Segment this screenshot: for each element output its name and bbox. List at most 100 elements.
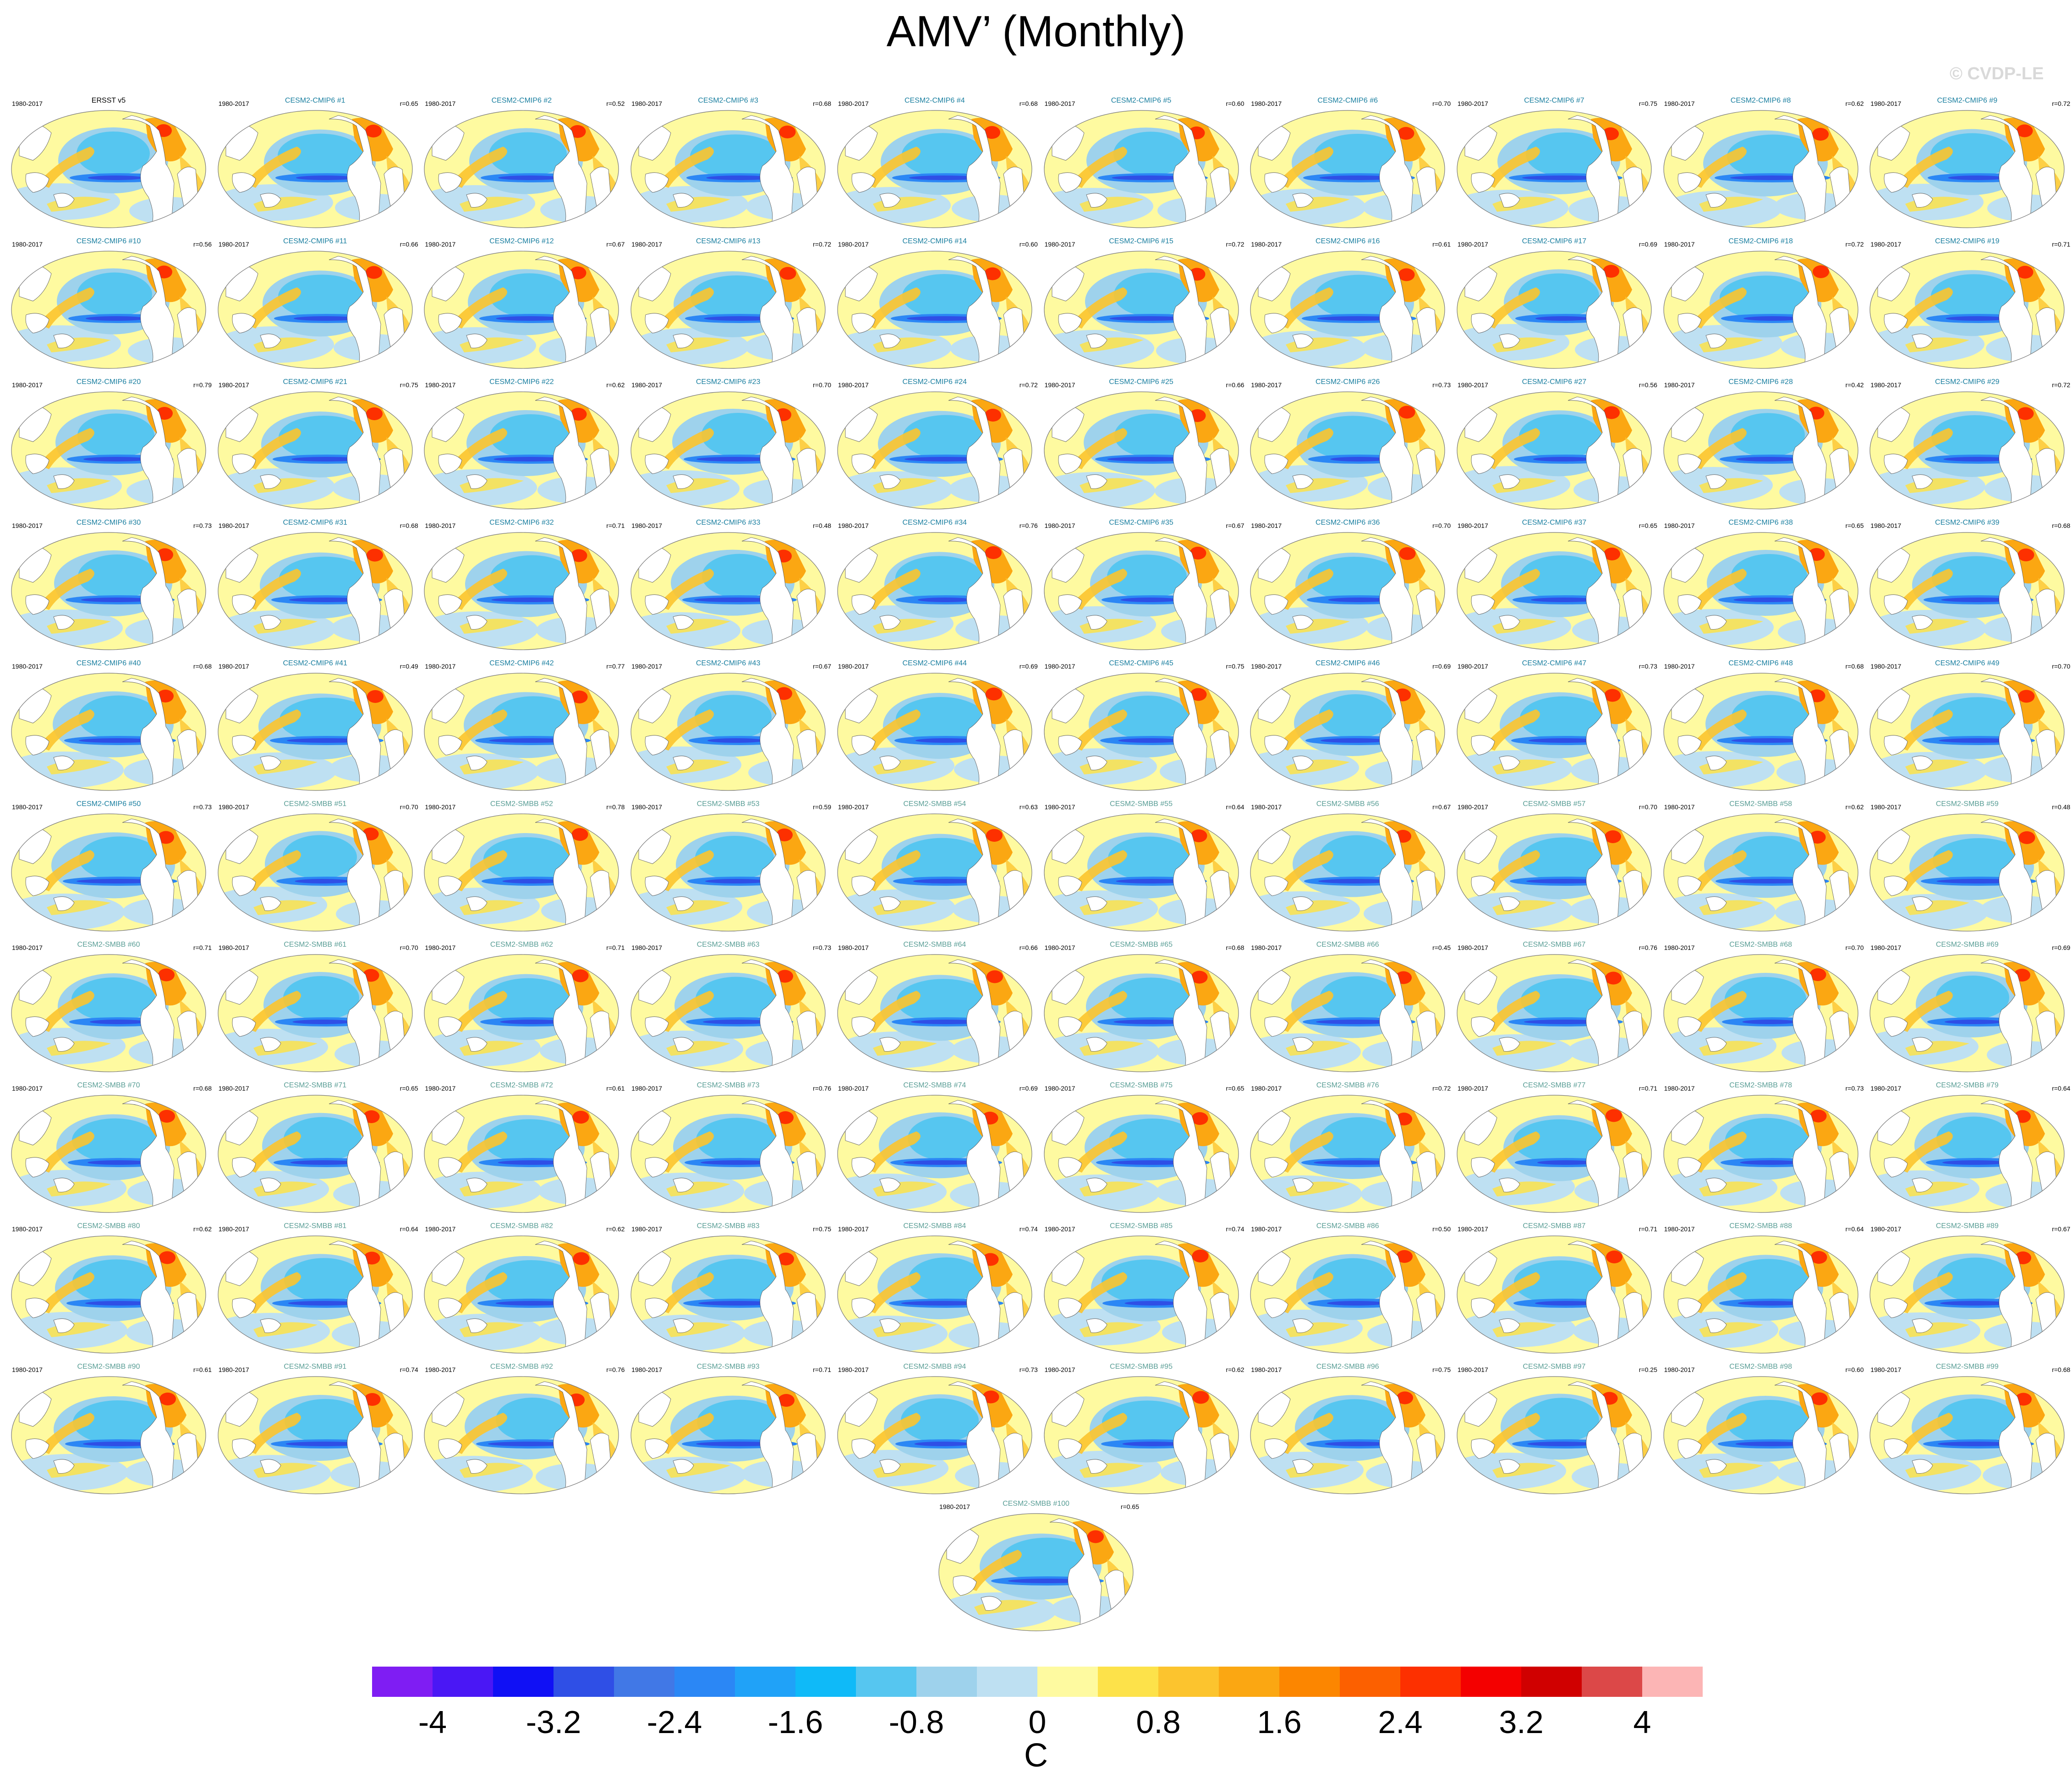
map-panel: 1980-2017 CESM2-SMBB #76 r=0.72 — [1244, 1080, 1451, 1220]
colorbar-tick-label: -3.2 — [526, 1704, 581, 1740]
map-panel: 1980-2017 CESM2-CMIP6 #14 r=0.60 — [832, 236, 1038, 376]
map-panel: 1980-2017 CESM2-SMBB #84 r=0.74 — [832, 1221, 1038, 1361]
panel-period: 1980-2017 — [1664, 1366, 1695, 1373]
map-panel: 1980-2017 CESM2-CMIP6 #12 r=0.67 — [418, 236, 625, 376]
panel-period: 1980-2017 — [1044, 100, 1075, 107]
panel-title: CESM2-CMIP6 #19 — [1935, 237, 2000, 245]
panel-period: 1980-2017 — [12, 803, 43, 811]
panel-correlation: r=0.67 — [813, 663, 832, 670]
panel-correlation: r=0.65 — [1226, 1085, 1244, 1092]
sst-map — [1043, 1235, 1239, 1354]
panel-correlation: r=0.70 — [1432, 522, 1451, 529]
sst-map — [424, 1235, 619, 1354]
sst-map — [1043, 251, 1239, 369]
colorbar-swatch — [433, 1667, 493, 1697]
map-panel: 1980-2017 CESM2-CMIP6 #4 r=0.68 — [832, 95, 1038, 235]
map-panel: 1980-2017 CESM2-CMIP6 #11 r=0.66 — [212, 236, 418, 376]
panel-title: CESM2-SMBB #100 — [1003, 1500, 1069, 1508]
panel-title: CESM2-CMIP6 #33 — [696, 519, 761, 527]
panel-period: 1980-2017 — [1044, 1366, 1075, 1373]
panel-period: 1980-2017 — [12, 1225, 43, 1233]
panel-period: 1980-2017 — [1457, 1366, 1488, 1373]
panel-title: CESM2-CMIP6 #9 — [1937, 97, 1998, 104]
panel-correlation: r=0.70 — [2052, 663, 2071, 670]
map-panel: 1980-2017 CESM2-SMBB #83 r=0.75 — [625, 1221, 831, 1361]
map-panel: 1980-2017 CESM2-SMBB #59 r=0.48 — [1864, 799, 2070, 938]
sst-map — [1457, 813, 1652, 932]
panel-period: 1980-2017 — [631, 1085, 663, 1092]
panel-period: 1980-2017 — [631, 1366, 663, 1373]
panel-correlation: r=0.67 — [606, 241, 625, 248]
panel-period: 1980-2017 — [1251, 241, 1282, 248]
panel-title: CESM2-CMIP6 #27 — [1522, 378, 1587, 386]
panel-correlation: r=0.66 — [1019, 944, 1038, 951]
panel-correlation: r=0.73 — [1639, 663, 1657, 670]
panel-title: CESM2-SMBB #88 — [1729, 1222, 1792, 1230]
colorbar-swatch — [1400, 1667, 1461, 1697]
map-panel: 1980-2017 CESM2-CMIP6 #27 r=0.56 — [1451, 377, 1657, 516]
panel-title: CESM2-SMBB #75 — [1110, 1081, 1173, 1089]
panel-period: 1980-2017 — [838, 522, 869, 529]
panel-correlation: r=0.69 — [2052, 944, 2071, 951]
map-panel: 1980-2017 CESM2-SMBB #96 r=0.75 — [1244, 1361, 1451, 1501]
map-panel-grid: 1980-2017 ERSST v5 1980-2017 CESM2-CMIP6 #1… — [5, 95, 2071, 1631]
map-panel: 1980-2017 CESM2-SMBB #91 r=0.74 — [212, 1361, 418, 1501]
map-panel: 1980-2017 CESM2-CMIP6 #30 r=0.73 — [5, 517, 212, 657]
panel-period: 1980-2017 — [12, 1366, 43, 1373]
panel-title: CESM2-CMIP6 #50 — [76, 800, 141, 808]
map-panel: 1980-2017 CESM2-SMBB #61 r=0.70 — [212, 939, 418, 1079]
sst-map — [218, 813, 413, 932]
sst-map — [630, 110, 826, 228]
map-panel: 1980-2017 CESM2-SMBB #72 r=0.61 — [418, 1080, 625, 1220]
panel-title: CESM2-CMIP6 #8 — [1730, 97, 1791, 104]
panel-correlation: r=0.70 — [813, 381, 832, 389]
panel-title: CESM2-CMIP6 #38 — [1728, 519, 1793, 527]
map-panel: 1980-2017 CESM2-CMIP6 #36 r=0.70 — [1244, 517, 1451, 657]
panel-correlation: r=0.68 — [813, 100, 832, 107]
colorbar-swatch — [614, 1667, 674, 1697]
map-panel: 1980-2017 CESM2-SMBB #88 r=0.64 — [1658, 1221, 1864, 1361]
sst-map — [837, 1376, 1032, 1494]
panel-title: CESM2-SMBB #81 — [284, 1222, 347, 1230]
panel-period: 1980-2017 — [1251, 803, 1282, 811]
panel-period: 1980-2017 — [218, 944, 249, 951]
panel-correlation: r=0.62 — [606, 1225, 625, 1233]
sst-map — [218, 673, 413, 791]
sst-map — [1869, 532, 2065, 650]
panel-correlation: r=0.71 — [813, 1366, 832, 1373]
sst-map — [837, 1235, 1032, 1354]
panel-period: 1980-2017 — [12, 663, 43, 670]
panel-title: CESM2-CMIP6 #40 — [76, 659, 141, 667]
colorbar-swatch — [1279, 1667, 1340, 1697]
panel-correlation: r=0.75 — [400, 381, 418, 389]
map-panel: 1980-2017 CESM2-CMIP6 #2 r=0.52 — [418, 95, 625, 235]
map-panel: 1980-2017 CESM2-SMBB #87 r=0.71 — [1451, 1221, 1657, 1361]
panel-correlation: r=0.77 — [606, 663, 625, 670]
panel-title: CESM2-SMBB #65 — [1110, 941, 1173, 949]
panel-correlation: r=0.73 — [1019, 1366, 1038, 1373]
panel-correlation: r=0.68 — [2052, 1366, 2071, 1373]
panel-correlation: r=0.60 — [1226, 100, 1244, 107]
map-panel: 1980-2017 CESM2-CMIP6 #44 r=0.69 — [832, 658, 1038, 798]
panel-title: CESM2-CMIP6 #3 — [698, 97, 758, 104]
panel-correlation: r=0.68 — [400, 522, 418, 529]
panel-period: 1980-2017 — [1870, 1225, 1902, 1233]
panel-period: 1980-2017 — [12, 100, 43, 107]
panel-correlation: r=0.72 — [1845, 241, 1864, 248]
colorbar-tick-label: 2.4 — [1378, 1704, 1423, 1740]
panel-title: ERSST v5 — [91, 97, 126, 104]
sst-map — [1250, 813, 1445, 932]
colorbar-swatch — [372, 1667, 433, 1697]
map-panel: 1980-2017 CESM2-CMIP6 #24 r=0.72 — [832, 377, 1038, 516]
panel-period: 1980-2017 — [425, 803, 456, 811]
sst-map — [630, 813, 826, 932]
panel-period: 1980-2017 — [1870, 100, 1902, 107]
sst-map — [11, 251, 206, 369]
panel-correlation: r=0.45 — [1432, 944, 1451, 951]
sst-map — [1043, 1376, 1239, 1494]
map-panel: 1980-2017 CESM2-CMIP6 #41 r=0.49 — [212, 658, 418, 798]
panel-correlation: r=0.71 — [1639, 1225, 1657, 1233]
map-panel: 1980-2017 CESM2-SMBB #66 r=0.45 — [1244, 939, 1451, 1079]
sst-map — [1663, 251, 1858, 369]
panel-correlation: r=0.68 — [193, 663, 212, 670]
